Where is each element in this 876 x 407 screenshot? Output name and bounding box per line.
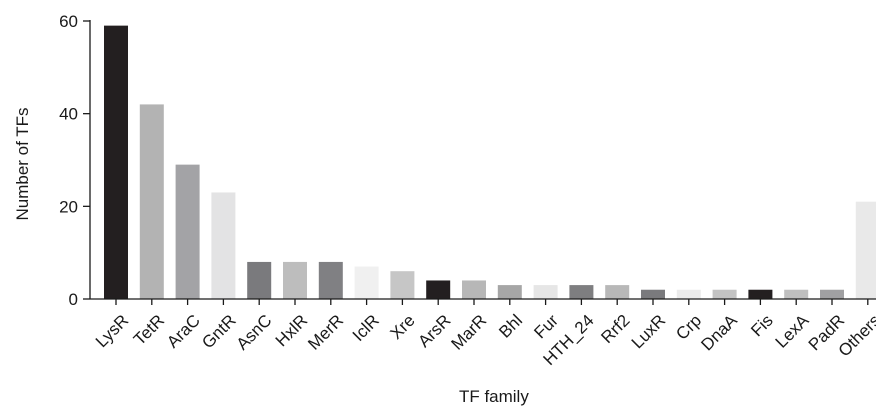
bar-merr	[318, 261, 343, 299]
y-tick-label: 40	[59, 105, 78, 124]
bar-arsr	[426, 280, 451, 299]
x-tick-label: Fis	[747, 311, 776, 340]
bar-hth-24	[569, 285, 594, 299]
bar-gntr	[211, 192, 236, 299]
bar-fis	[748, 289, 773, 299]
x-tick-label: IclR	[349, 311, 383, 345]
bar-marr	[462, 280, 486, 299]
y-axis-title: Number of TFs	[13, 107, 32, 220]
x-tick-label: HxlR	[272, 311, 311, 350]
x-tick-label: TetR	[130, 311, 168, 349]
bar-rrf2	[605, 285, 630, 299]
bar-lexa	[784, 289, 809, 299]
x-tick-label: AraC	[163, 311, 204, 352]
bar-lysr	[104, 25, 128, 300]
x-tick-label: LexA	[772, 310, 813, 351]
bar-arac	[175, 164, 200, 299]
bar-asnc	[247, 261, 272, 299]
x-tick-label: Rrf2	[597, 311, 633, 347]
bar-tetr	[139, 104, 164, 300]
x-tick-label: DnaA	[697, 310, 741, 354]
x-tick-label: AsnC	[233, 311, 276, 354]
y-tick-label: 0	[69, 290, 78, 309]
x-tick-label: LysR	[92, 311, 132, 351]
bar-hxlr	[283, 261, 307, 299]
bar-bhl	[497, 285, 522, 299]
bar-padr	[820, 289, 844, 299]
y-tick-label: 20	[59, 197, 78, 216]
x-tick-label: MerR	[304, 311, 347, 354]
x-tick-label: LuxR	[628, 311, 669, 352]
bars	[104, 25, 876, 300]
x-tick-label: MarR	[447, 311, 490, 354]
bar-xre	[390, 271, 415, 299]
bar-others	[855, 201, 876, 299]
bar-fur	[533, 285, 558, 299]
y-tick-label: 60	[59, 12, 78, 31]
bar-iclr	[354, 266, 379, 299]
x-axis-title: TF family	[459, 387, 529, 406]
x-tick-label: Bhl	[495, 311, 526, 342]
bar-luxr	[641, 289, 665, 299]
y-axis-ticks: 0 20 40 60	[59, 12, 90, 309]
bar-crp	[676, 289, 701, 299]
x-tick-label: ArsR	[414, 311, 454, 351]
bar-dnaa	[712, 289, 737, 299]
x-tick-label: GntR	[198, 311, 239, 352]
